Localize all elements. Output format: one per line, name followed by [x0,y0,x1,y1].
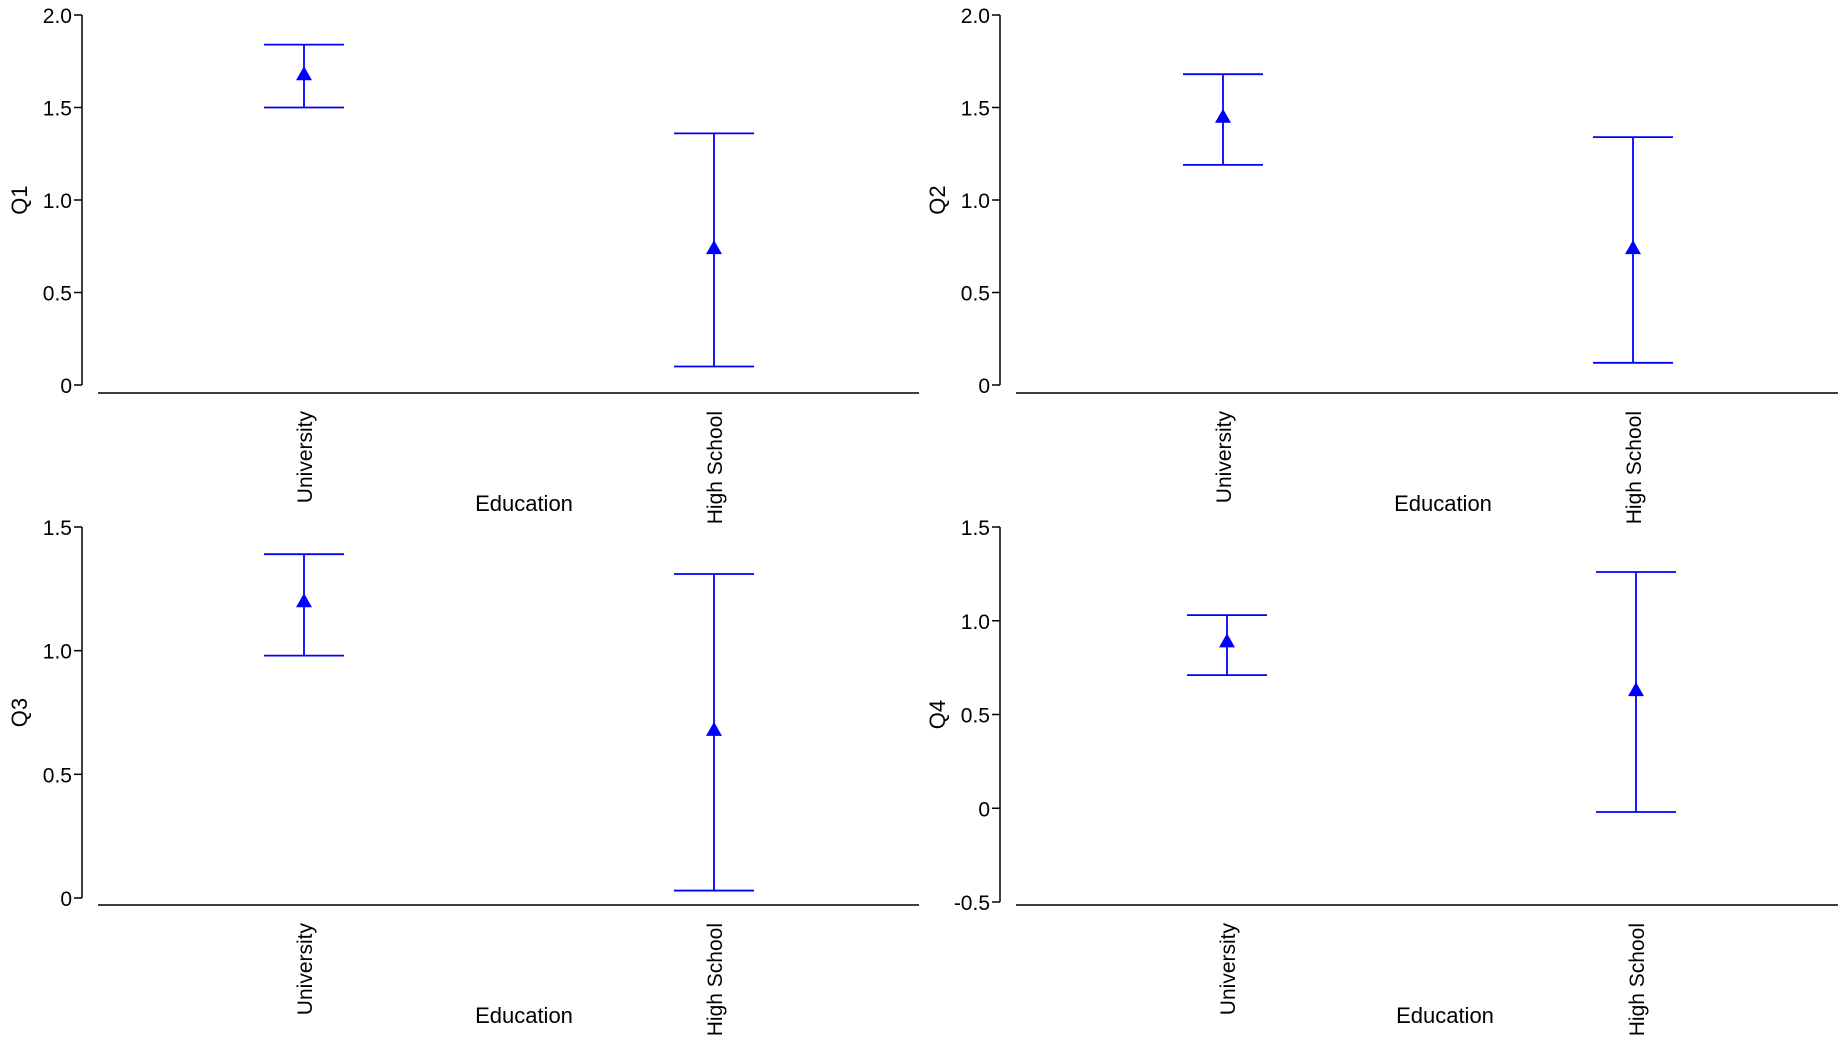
y-tick-label: 1.0 [961,190,990,213]
mean-triangle-marker [1215,108,1231,123]
y-tick-label: 0 [978,375,990,398]
y-tick-label: 0.5 [43,764,72,787]
y-tick-label: -0.5 [954,892,990,915]
y-tick-label: 1.5 [961,517,990,540]
y-tick-label: 2.0 [961,5,990,28]
chart-panel-q3: 0 0.5 1.0 1.5 Q3 Education University High Scho… [7,517,919,1036]
y-tick-label: 1.0 [961,611,990,634]
error-bar-high-school [674,132,754,368]
y-axis-title: Q2 [925,185,950,214]
error-bar-university [1183,73,1263,166]
x-tick-label: University [1217,923,1240,1016]
error-bar-high-school [1593,136,1673,364]
error-bar-university [264,553,344,657]
x-axis-title: Education [1394,491,1492,516]
x-tick-label: University [1213,411,1236,504]
mean-triangle-marker [296,593,312,608]
error-bar-high-school [674,573,754,892]
x-axis-title: Education [1396,1003,1494,1028]
error-bar-university [264,43,344,109]
x-axis-title: Education [475,1003,573,1028]
mean-triangle-marker [706,721,722,736]
y-tick-label: 0.5 [43,283,72,306]
error-bar-high-school [1596,571,1676,813]
mean-triangle-marker [296,66,312,81]
y-axis-title: Q4 [925,700,950,729]
y-tick-label: 1.5 [43,517,72,540]
x-tick-label: High School [704,923,727,1036]
y-tick-label: 1.5 [43,98,72,121]
chart-panel-q4: -0.5 0 0.5 1.0 1.5 Q4 Education University High … [925,517,1838,1036]
error-bar-university [1187,614,1267,677]
y-tick-label: 2.0 [43,5,72,28]
y-tick-label: 0 [60,375,72,398]
y-tick-label: 1.0 [43,641,72,664]
x-tick-label: High School [1626,923,1649,1036]
mean-triangle-marker [1219,633,1235,648]
y-tick-label: 0.5 [961,705,990,728]
y-axis-title: Q3 [7,698,32,727]
y-tick-label: 1.0 [43,190,72,213]
x-tick-label: High School [1623,411,1646,524]
y-tick-label: 0 [978,798,990,821]
y-tick-label: 1.5 [961,98,990,121]
chart-panel-q2: 0 0.5 1.0 1.5 2.0 Q2 Education University High S… [925,5,1838,524]
x-tick-label: University [294,411,317,504]
y-tick-label: 0 [60,888,72,911]
x-axis-title: Education [475,491,573,516]
mean-triangle-marker [1628,682,1644,697]
mean-triangle-marker [1625,240,1641,255]
x-tick-label: University [294,923,317,1016]
y-axis-title: Q1 [7,185,32,214]
mean-triangle-marker [706,240,722,255]
chart-panel-q1: 0 0.5 1.0 1.5 2.0 Q1 Education University High S… [7,5,919,524]
y-tick-label: 0.5 [961,283,990,306]
x-tick-label: High School [704,411,727,524]
